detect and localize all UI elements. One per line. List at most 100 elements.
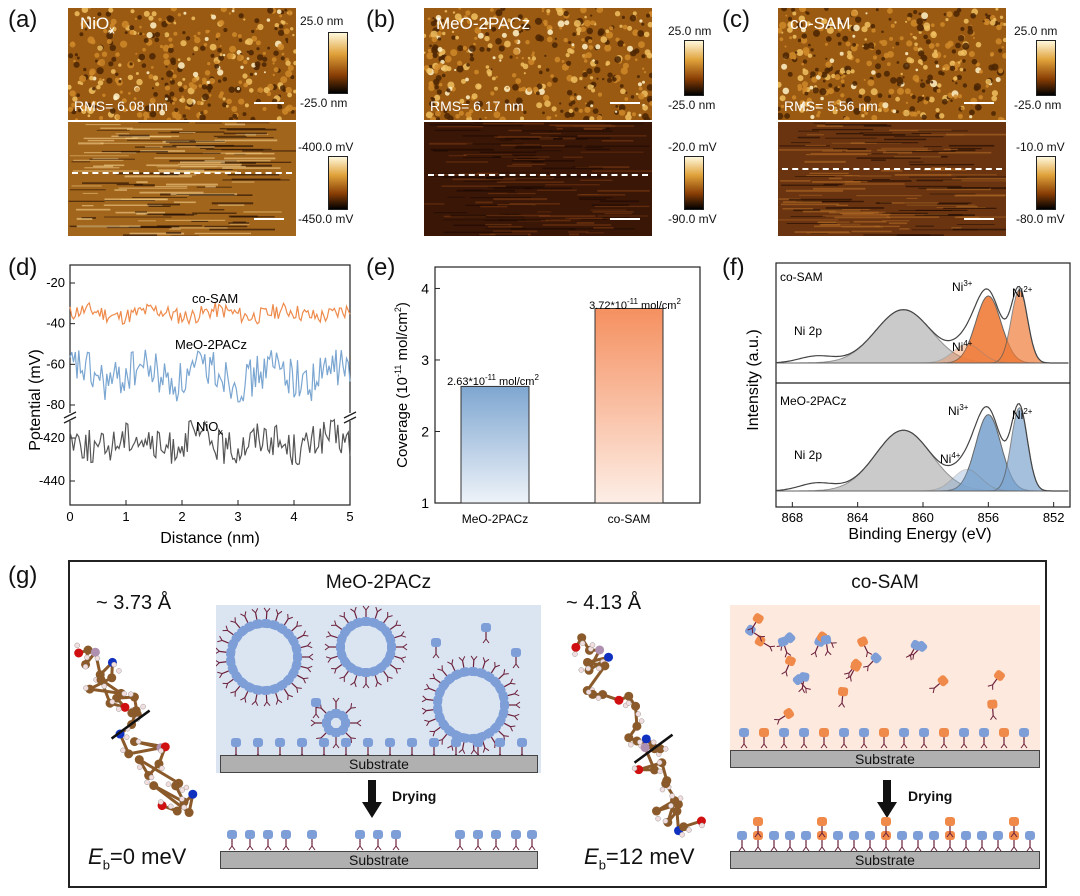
texture-grain [92,20,99,27]
texture-streak [104,164,125,167]
sam-head [839,728,849,737]
texture-streak [496,181,565,183]
sam-molecule [929,675,949,694]
hydrogen-atom [144,779,150,786]
texture-grain [642,104,648,111]
texture-grain [882,102,889,109]
sam-molecule [897,831,907,852]
sam-tail [498,730,505,737]
texture-grain [817,110,821,115]
sam-anchor [331,624,337,626]
sam-tail [330,655,338,660]
texture-grain [923,99,929,105]
texture-grain [872,55,878,60]
x-tick-label: 1 [122,509,129,524]
texture-grain [642,80,645,84]
texture-grain [249,88,254,93]
texture-grain [781,104,785,108]
texture-grain [981,89,986,93]
texture-grain [98,59,106,66]
texture-grain [991,111,996,116]
texture-grain [207,62,211,66]
peak-label-ni2plus: Ni2+ [1012,285,1033,300]
sam-anchor [853,846,858,852]
texture-grain [121,98,127,104]
sam-head [1009,817,1019,826]
sam-molecule [881,831,891,852]
sam-anchor [492,845,497,851]
texture-grain [810,105,813,109]
texture-grain [923,64,928,70]
texture-grain [985,78,992,85]
texture-grain [962,83,968,88]
texture-grain [576,95,582,101]
texture-streak [482,122,544,125]
texture-grain [477,32,484,39]
texture-grain [1002,53,1006,59]
sam-anchor [234,691,236,697]
texture-streak [825,137,877,139]
texture-grain [474,69,479,75]
sam-head [253,738,263,747]
texture-grain [135,87,140,92]
rms-value: RMS= 6.08 nm [74,98,168,114]
texture-streak [805,144,826,146]
texture-grain [946,11,953,18]
sam-anchor [831,642,837,644]
texture-grain [867,79,875,87]
texture-streak [923,146,942,148]
sam-molecule [799,728,809,749]
texture-streak [881,169,903,172]
texture-grain [276,116,282,120]
texture-streak [176,193,235,195]
texture-grain [536,91,540,96]
texture-grain [778,81,782,88]
texture-grain [910,19,918,27]
bar-value-label-cosam: 3.72*10-11 mol/cm2 [589,297,681,312]
texture-grain [802,81,808,88]
sam-anchor [776,719,780,725]
sam-tail [297,634,304,640]
texture-grain [979,69,983,74]
texture-grain [456,65,464,73]
sam-molecule [945,817,955,838]
texture-grain [211,14,217,20]
sam-anchor [392,845,397,851]
hydrogen-atom [656,759,663,766]
atom [696,816,706,826]
sam-anchor [387,612,389,618]
texture-grain [204,37,209,41]
texture-grain [245,78,253,85]
texture-grain [576,26,582,33]
sam-head [739,728,749,737]
texture-grain [895,41,900,46]
sam-head [979,728,989,737]
texture-grain [976,104,982,110]
hydrogen-atom [109,699,116,705]
sam-anchor [230,691,236,694]
texture-streak [475,201,493,204]
sam-tail [227,678,234,684]
texture-grain [584,15,587,19]
sam-tail [867,660,874,667]
texture-streak [115,133,130,135]
sam-head [293,652,302,662]
sam-anchor [473,655,478,661]
texture-streak [189,140,225,142]
texture-grain [111,56,117,62]
atom [582,657,592,667]
sam-anchor [818,832,823,838]
sam-head [473,738,483,747]
texture-grain [959,67,964,72]
sam-anchor [485,638,490,644]
y-tick-label: 4 [421,280,429,296]
sam-anchor [885,846,890,852]
texture-grain [192,53,195,56]
texture-grain [983,18,991,26]
sam-anchor [310,719,316,724]
texture-grain [95,59,98,63]
texture-grain [546,9,551,13]
texture-streak [217,137,274,139]
texture-grain [436,21,441,25]
texture-streak [599,200,639,203]
